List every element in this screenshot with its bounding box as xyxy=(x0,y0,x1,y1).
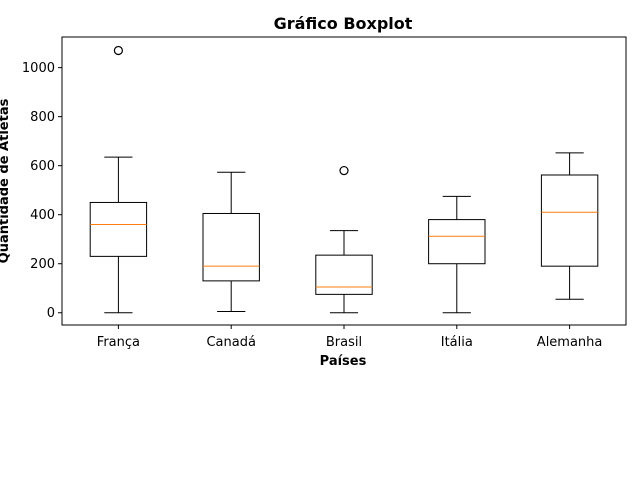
box-frança xyxy=(89,201,148,257)
y-tick-label: 1000 xyxy=(22,61,55,76)
plot-area: 0 200 400 600 800 1000 França Canadá Brasil Itáli… xyxy=(22,36,627,350)
x-tick-label: Alemanha xyxy=(537,335,603,350)
x-tick-label: Canadá xyxy=(206,335,255,350)
x-tick-label: França xyxy=(97,335,140,350)
box-canadá xyxy=(202,212,260,282)
x-tick-label: Itália xyxy=(441,335,473,350)
box-brasil xyxy=(315,254,373,295)
box-alemanha xyxy=(540,174,599,267)
chart-title: Gráfico Boxplot xyxy=(274,14,413,33)
box-itália xyxy=(428,219,486,265)
outlier-point xyxy=(339,165,349,176)
y-axis-label: Quantidade de Atletas xyxy=(0,98,12,263)
y-tick-label: 600 xyxy=(30,159,55,174)
x-tick-label: Brasil xyxy=(326,335,362,350)
x-axis-label: Países xyxy=(320,354,367,369)
outlier-point xyxy=(113,45,124,56)
y-tick-label: 800 xyxy=(30,110,55,125)
y-tick-label: 200 xyxy=(30,257,55,272)
y-tick-label: 0 xyxy=(47,306,55,321)
y-tick-label: 400 xyxy=(30,208,55,223)
